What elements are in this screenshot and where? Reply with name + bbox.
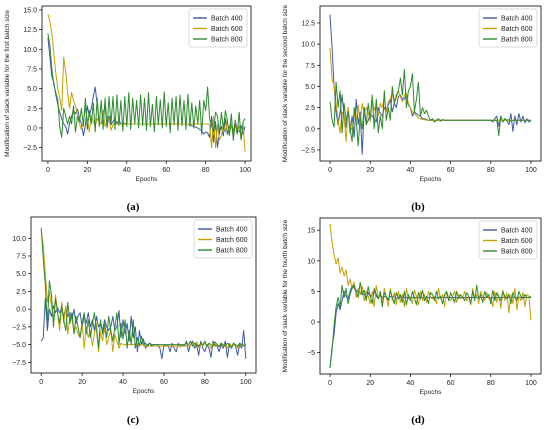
x-tick-label: 0 (328, 167, 332, 174)
y-tick-label: −2.5 (23, 145, 37, 152)
legend: Batch 400 Batch 600 Batch 800 (478, 8, 538, 48)
y-tick-label: 12.5 (301, 20, 315, 27)
series-line-batch-800 (329, 69, 531, 147)
x-tick-label: 20 (78, 379, 86, 386)
series-line-batch-400 (47, 37, 246, 149)
x-tick-label: 20 (83, 167, 91, 174)
y-tick-label: 0.0 (27, 125, 37, 132)
panel-label: (b) (411, 201, 425, 213)
x-tick-label: 60 (447, 167, 455, 174)
series-line-batch-800 (40, 227, 247, 349)
y-tick-label: 15.0 (23, 7, 37, 14)
legend-entry: Batch 600 (501, 26, 533, 33)
y-tick-label: 7.5 (305, 63, 315, 70)
x-tick-label: 20 (366, 380, 374, 387)
x-tick-label: 80 (487, 380, 495, 387)
legend: Batch 400 Batch 600 Batch 800 (478, 220, 538, 260)
plot-frame (319, 217, 542, 375)
series-line-batch-600 (329, 48, 531, 142)
x-tick-label: 40 (407, 380, 415, 387)
y-tick-label: 15 (307, 228, 315, 235)
legend-entry: Batch 800 (501, 37, 533, 44)
y-tick-label: 10.0 (12, 236, 26, 243)
y-tick-label: 12.5 (23, 27, 37, 34)
legend: Batch 400 Batch 600 Batch 800 (188, 8, 248, 48)
y-tick-label: 0.0 (305, 126, 315, 133)
x-tick-label: 60 (160, 379, 168, 386)
y-tick-label: 2.5 (305, 105, 315, 112)
y-tick-label: 5.0 (27, 86, 37, 93)
legend-entry: Batch 800 (211, 37, 243, 44)
panel-label: (d) (411, 414, 425, 426)
x-tick-label: 40 (119, 379, 127, 386)
x-tick-label: 20 (366, 167, 374, 174)
legend-entry: Batch 800 (501, 249, 533, 256)
x-tick-label: 80 (202, 167, 210, 174)
y-tick-label: 10.0 (301, 42, 315, 49)
plot-frame (41, 5, 252, 162)
x-tick-label: 40 (123, 167, 131, 174)
plot-frame (30, 216, 257, 374)
series-line-batch-800 (329, 281, 532, 368)
y-tick-label: 2.5 (16, 289, 26, 296)
y-tick-label: 0.0 (16, 307, 26, 314)
x-axis-label: Epochs (136, 176, 158, 183)
legend-entry: Batch 800 (216, 248, 248, 255)
plot-frame (319, 5, 542, 162)
series-line-batch-800 (47, 33, 246, 141)
y-axis-label: Modification of slack variable for the f… (4, 10, 11, 157)
y-tick-label: −2.5 (12, 324, 26, 331)
x-tick-label: 100 (525, 380, 537, 387)
legend-entry: Batch 400 (501, 228, 533, 235)
chart-panel-4: 0 20 40 60 80 100 −5 0 5 10 15 Epochs Modification o… (282, 217, 542, 426)
legend: Batch 400 Batch 600 Batch 800 (193, 219, 253, 259)
y-tick-label: 7.5 (16, 254, 26, 261)
chart-panel-2: 0 20 40 60 80 100 −2.5 0.0 2.5 5.0 7.5 10.0 12.5 Epoc… (282, 5, 542, 213)
y-tick-label: 7.5 (27, 66, 37, 73)
legend-entry: Batch 600 (501, 238, 533, 245)
chart-panel-1: 0 20 40 60 80 100 −2.5 0.0 2.5 5.0 7.5 10.0 12.5 15.0… (4, 5, 252, 213)
y-tick-label: −7.5 (12, 360, 26, 367)
y-tick-label: 2.5 (27, 106, 37, 113)
x-tick-label: 0 (39, 379, 43, 386)
legend-entry: Batch 600 (211, 26, 243, 33)
y-tick-label: −2.5 (301, 147, 315, 154)
x-tick-label: 0 (46, 167, 50, 174)
panel-label: (a) (127, 201, 140, 213)
y-tick-label: 10.0 (23, 47, 37, 54)
x-tick-label: 100 (239, 167, 251, 174)
y-tick-label: −5.0 (12, 342, 26, 349)
x-tick-label: 0 (328, 380, 332, 387)
x-tick-label: 80 (487, 167, 495, 174)
x-tick-label: 60 (162, 167, 170, 174)
legend-entry: Batch 400 (501, 16, 533, 23)
x-tick-label: 40 (407, 167, 415, 174)
y-tick-label: 0 (311, 320, 315, 327)
y-tick-label: −5 (307, 350, 315, 357)
x-tick-label: 100 (525, 167, 537, 174)
x-axis-label: Epochs (133, 388, 155, 395)
series-line-batch-600 (329, 224, 532, 321)
y-axis-label: Modification of slack variable for the f… (282, 219, 289, 372)
x-axis-label: Epochs (420, 176, 442, 183)
y-axis-label: Modification of slack variable for the s… (282, 5, 289, 163)
x-axis-label: Epochs (420, 389, 442, 396)
y-tick-label: 5.0 (16, 271, 26, 278)
series-line-batch-600 (40, 231, 247, 353)
legend-entry: Batch 400 (211, 16, 243, 23)
x-tick-label: 80 (201, 379, 209, 386)
y-tick-label: 5.0 (305, 84, 315, 91)
panel-label: (c) (127, 414, 140, 426)
x-tick-label: 60 (447, 380, 455, 387)
y-tick-label: 5 (311, 289, 315, 296)
x-tick-label: 100 (240, 379, 252, 386)
legend-entry: Batch 600 (216, 237, 248, 244)
series-line-batch-400 (40, 298, 247, 360)
y-tick-label: 10 (307, 258, 315, 265)
legend-entry: Batch 400 (216, 227, 248, 234)
chart-panel-3: 0 20 40 60 80 100 −7.5 −5.0 −2.5 0.0 2.5 5.0 7.5 10.0… (12, 216, 257, 426)
